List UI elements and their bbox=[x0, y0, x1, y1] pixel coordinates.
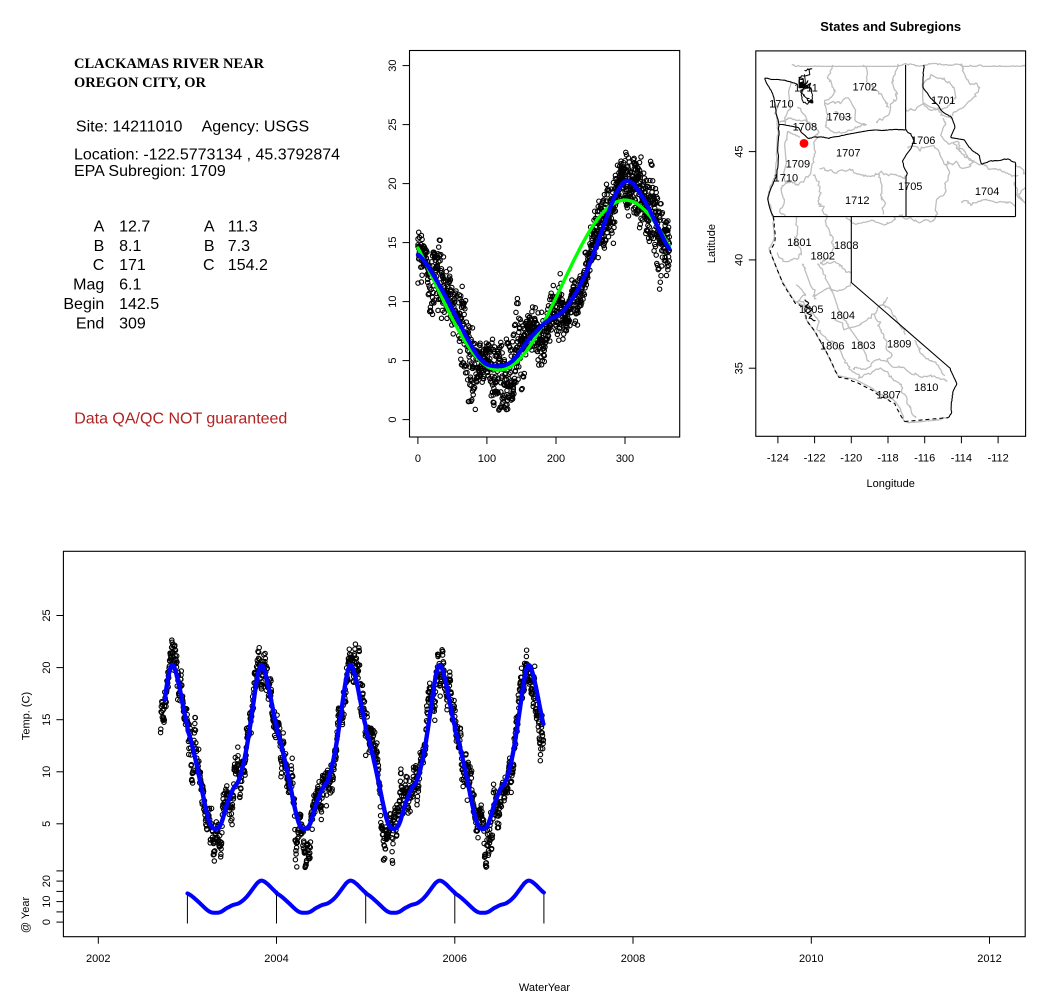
svg-text:12.7: 12.7 bbox=[119, 218, 150, 235]
svg-text:1711: 1711 bbox=[794, 83, 818, 95]
svg-text:25: 25 bbox=[41, 609, 53, 621]
svg-text:142.5: 142.5 bbox=[119, 296, 159, 313]
svg-text:Site: 14211010: Site: 14211010 bbox=[76, 119, 183, 136]
svg-text:2008: 2008 bbox=[621, 953, 645, 965]
svg-text:B: B bbox=[94, 238, 105, 255]
svg-text:1706: 1706 bbox=[911, 135, 935, 147]
svg-text:1708: 1708 bbox=[793, 121, 817, 133]
svg-text:@ Year: @ Year bbox=[20, 897, 32, 934]
svg-text:2006: 2006 bbox=[443, 953, 467, 965]
svg-text:8.1: 8.1 bbox=[119, 238, 141, 255]
svg-text:1705: 1705 bbox=[898, 181, 922, 193]
svg-text:20: 20 bbox=[41, 875, 53, 887]
svg-text:Begin: Begin bbox=[63, 296, 104, 313]
svg-text:25: 25 bbox=[387, 118, 399, 130]
svg-text:1710: 1710 bbox=[769, 98, 793, 110]
svg-text:5: 5 bbox=[41, 821, 53, 827]
svg-text:11.3: 11.3 bbox=[228, 218, 258, 235]
svg-text:Latitude: Latitude bbox=[706, 224, 718, 263]
svg-text:Agency: USGS: Agency: USGS bbox=[202, 119, 310, 136]
svg-text:6.1: 6.1 bbox=[119, 277, 141, 294]
svg-text:-114: -114 bbox=[951, 452, 972, 464]
svg-text:1803: 1803 bbox=[851, 340, 875, 352]
svg-text:1806: 1806 bbox=[820, 341, 844, 353]
svg-text:200: 200 bbox=[547, 453, 565, 465]
svg-text:171: 171 bbox=[119, 257, 146, 274]
svg-text:2004: 2004 bbox=[264, 953, 288, 965]
svg-text:20: 20 bbox=[41, 661, 53, 673]
svg-text:0: 0 bbox=[415, 453, 421, 465]
svg-text:1810: 1810 bbox=[914, 382, 938, 394]
svg-text:2012: 2012 bbox=[977, 953, 1001, 965]
svg-text:1701: 1701 bbox=[931, 95, 955, 107]
svg-text:1709: 1709 bbox=[786, 158, 810, 170]
svg-text:A: A bbox=[204, 218, 215, 235]
svg-text:1802: 1802 bbox=[811, 251, 835, 263]
svg-text:Data QA/QC NOT guaranteed: Data QA/QC NOT guaranteed bbox=[74, 411, 287, 428]
svg-text:10: 10 bbox=[41, 766, 53, 778]
svg-text:0: 0 bbox=[387, 417, 399, 423]
svg-text:Mag: Mag bbox=[73, 277, 104, 294]
svg-text:-122: -122 bbox=[804, 452, 826, 464]
svg-text:-116: -116 bbox=[914, 452, 935, 464]
svg-text:CLACKAMAS RIVER NEAR: CLACKAMAS RIVER NEAR bbox=[74, 56, 265, 72]
svg-text:35: 35 bbox=[733, 362, 745, 374]
svg-text:1809: 1809 bbox=[887, 339, 911, 351]
svg-text:15: 15 bbox=[41, 714, 53, 726]
svg-text:2010: 2010 bbox=[799, 953, 823, 965]
svg-text:45: 45 bbox=[733, 145, 745, 157]
svg-text:WaterYear: WaterYear bbox=[519, 982, 570, 994]
svg-text:1804: 1804 bbox=[831, 310, 855, 322]
svg-text:0: 0 bbox=[41, 919, 53, 925]
svg-text:20: 20 bbox=[387, 177, 399, 189]
svg-text:1805: 1805 bbox=[799, 304, 823, 316]
svg-text:End: End bbox=[76, 315, 104, 332]
svg-text:2002: 2002 bbox=[86, 953, 110, 965]
svg-text:1712: 1712 bbox=[845, 195, 869, 207]
svg-text:C: C bbox=[93, 257, 105, 274]
svg-text:Longitude: Longitude bbox=[867, 478, 915, 490]
svg-text:-118: -118 bbox=[877, 452, 898, 464]
svg-text:40: 40 bbox=[733, 254, 745, 266]
svg-text:Temp. (C): Temp. (C) bbox=[21, 692, 33, 740]
svg-text:30: 30 bbox=[387, 59, 399, 71]
svg-text:B: B bbox=[204, 238, 215, 255]
svg-text:-124: -124 bbox=[767, 452, 789, 464]
svg-text:1704: 1704 bbox=[975, 186, 999, 198]
svg-text:Location: -122.5773134 , 45.37: Location: -122.5773134 , 45.3792874 bbox=[74, 146, 340, 163]
svg-text:-120: -120 bbox=[840, 452, 862, 464]
svg-text:1702: 1702 bbox=[853, 81, 877, 93]
svg-text:1710: 1710 bbox=[774, 172, 798, 184]
svg-text:1808: 1808 bbox=[834, 240, 858, 252]
svg-text:1807: 1807 bbox=[876, 390, 900, 402]
svg-text:154.2: 154.2 bbox=[228, 257, 268, 274]
svg-text:10: 10 bbox=[387, 295, 399, 307]
svg-text:States and Subregions: States and Subregions bbox=[820, 19, 961, 34]
svg-text:15: 15 bbox=[387, 236, 399, 248]
svg-text:10: 10 bbox=[41, 895, 53, 907]
svg-text:1703: 1703 bbox=[827, 111, 851, 123]
svg-text:1707: 1707 bbox=[836, 147, 860, 159]
svg-text:C: C bbox=[203, 257, 215, 274]
svg-text:-112: -112 bbox=[987, 452, 1008, 464]
svg-text:EPA Subregion: 1709: EPA Subregion: 1709 bbox=[74, 163, 226, 180]
svg-text:1801: 1801 bbox=[787, 237, 811, 249]
svg-text:5: 5 bbox=[387, 358, 399, 364]
svg-text:309: 309 bbox=[119, 315, 146, 332]
svg-text:300: 300 bbox=[616, 453, 634, 465]
svg-text:OREGON CITY, OR: OREGON CITY, OR bbox=[74, 75, 207, 91]
svg-text:7.3: 7.3 bbox=[228, 238, 250, 255]
svg-text:A: A bbox=[94, 218, 105, 235]
svg-text:100: 100 bbox=[478, 453, 496, 465]
